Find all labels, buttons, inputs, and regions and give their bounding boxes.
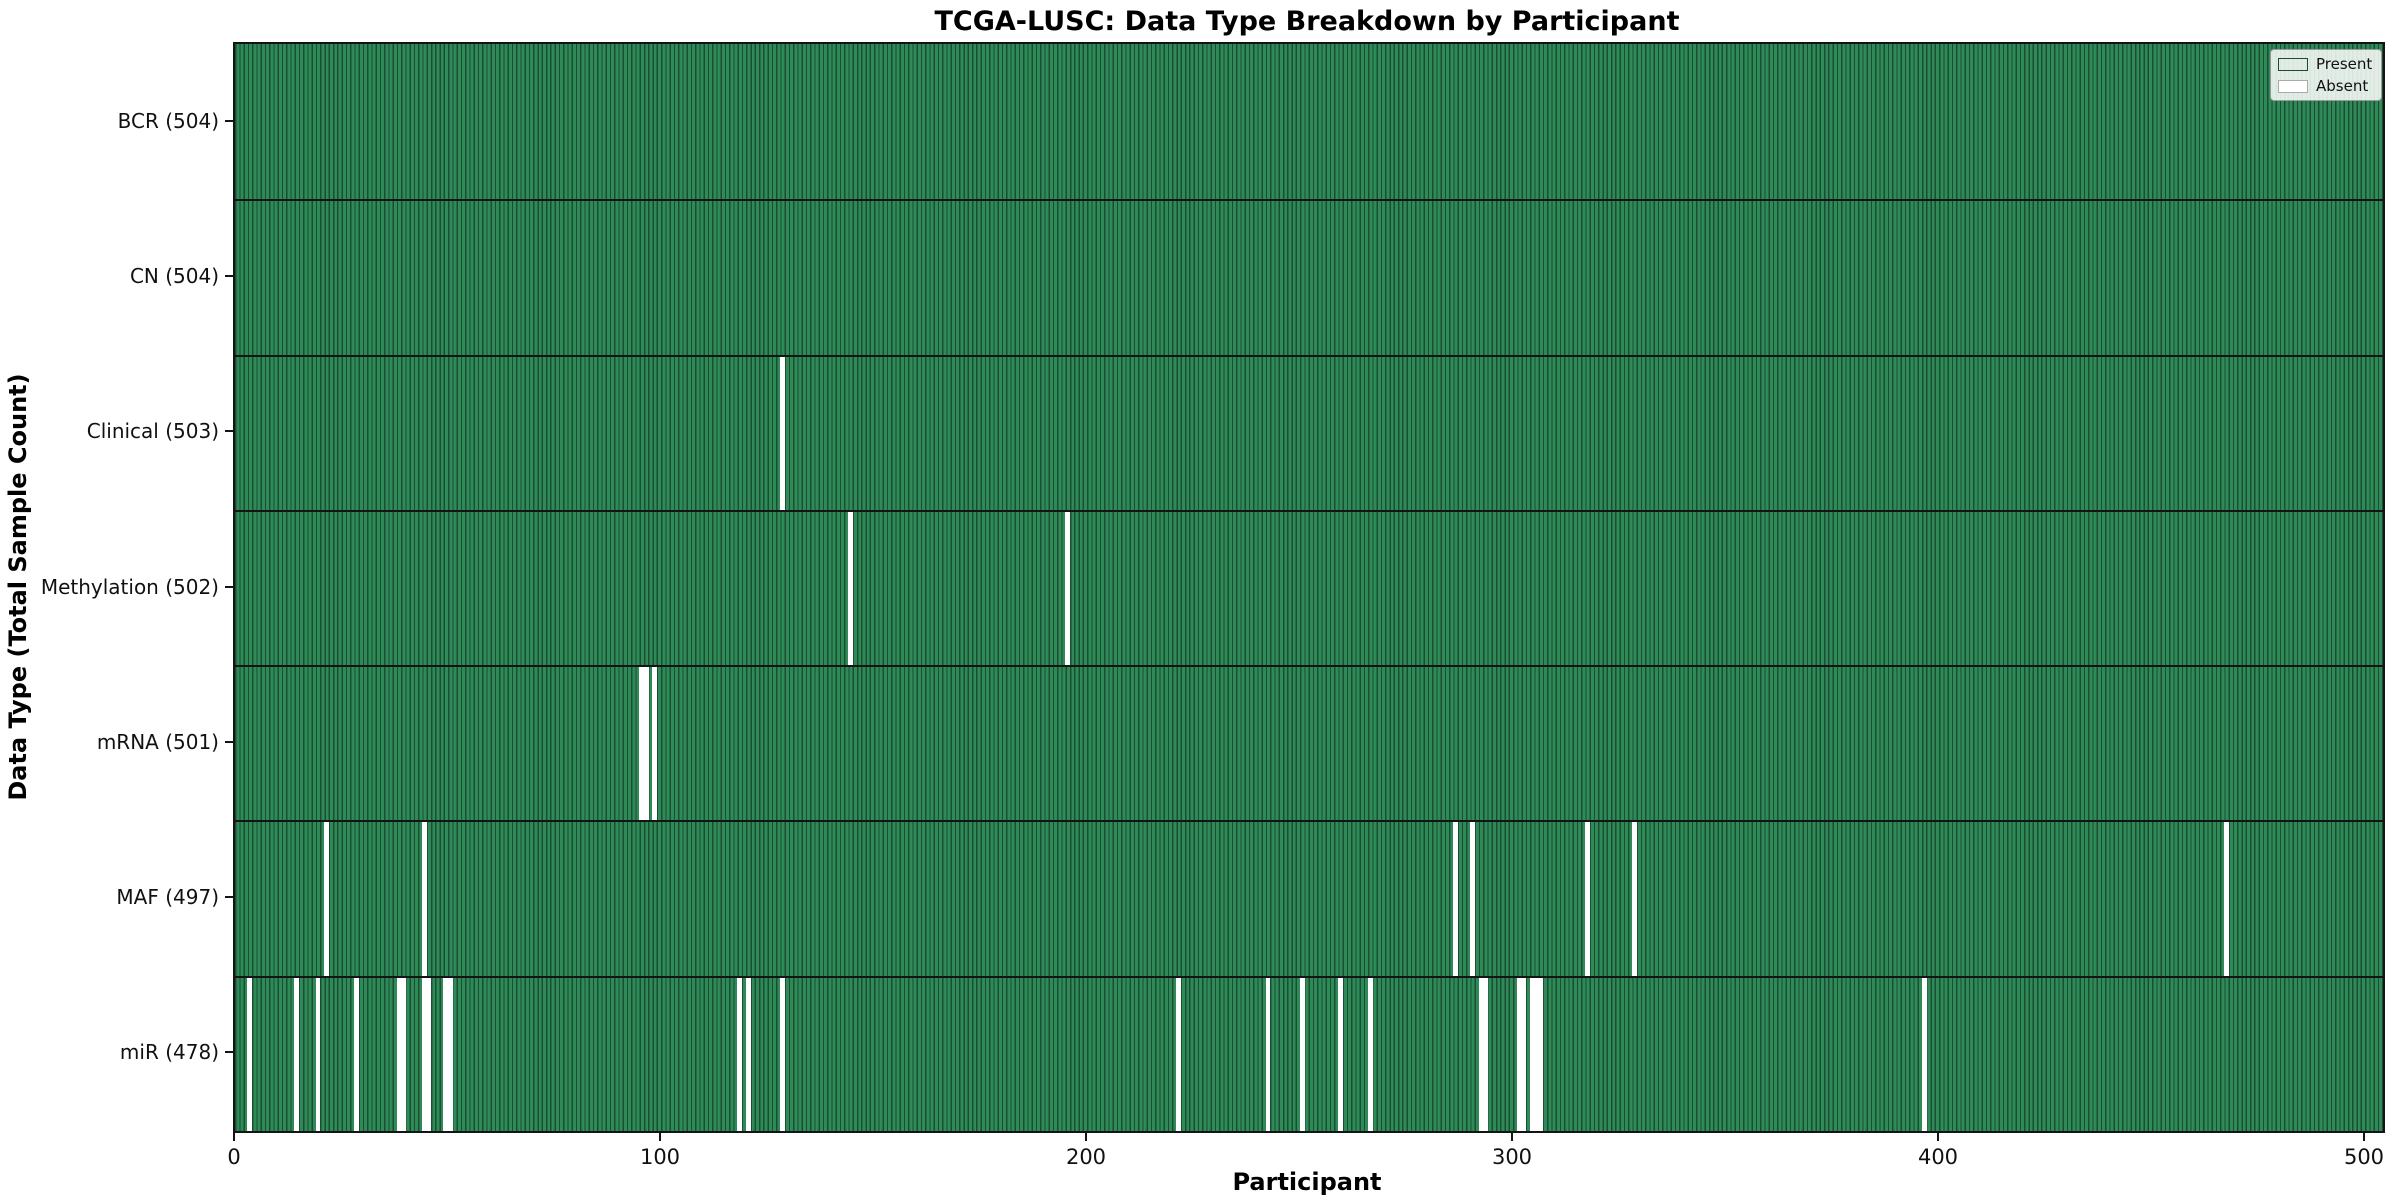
- x-tick-mark: [1937, 1133, 1939, 1141]
- absent-gap: [1065, 511, 1071, 666]
- x-tick-label: 200: [1065, 1145, 1107, 1169]
- presence-band-Clinical: [235, 354, 2383, 510]
- absent-gap: [1299, 977, 1305, 1131]
- absent-gap: [1176, 977, 1182, 1131]
- x-tick-label: 100: [639, 1145, 681, 1169]
- y-tick-mark: [225, 1051, 233, 1054]
- x-tick-label: 500: [2343, 1145, 2385, 1169]
- absent-gap: [1265, 977, 1271, 1131]
- row-label-mRNA: mRNA (501): [96, 729, 219, 754]
- legend-entry-present: Present: [2278, 55, 2372, 73]
- absent-gap: [443, 977, 449, 1131]
- absent-gap: [848, 511, 853, 666]
- absent-gap: [1338, 977, 1343, 1131]
- row-label-Clinical: Clinical (503): [86, 419, 219, 444]
- absent-gap: [1478, 977, 1484, 1131]
- present-swatch-icon: [2278, 57, 2308, 71]
- absent-gap: [1534, 977, 1539, 1131]
- absent-gap: [426, 977, 432, 1131]
- row-label-CN: CN (504): [129, 263, 219, 288]
- row-label-miR: miR (478): [119, 1040, 219, 1065]
- absent-gap: [353, 977, 359, 1131]
- presence-band-miR: [235, 975, 2383, 1131]
- absent-gap: [422, 977, 427, 1131]
- absent-gap: [745, 977, 751, 1131]
- absent-gap: [1482, 977, 1488, 1131]
- legend-absent-label: Absent: [2316, 77, 2369, 95]
- absent-gap: [247, 977, 253, 1131]
- y-tick-mark: [225, 430, 233, 433]
- row-label-Methylation: Methylation (502): [40, 574, 219, 599]
- y-tick-mark: [225, 274, 233, 277]
- absent-gap: [1631, 822, 1637, 976]
- absent-swatch-icon: [2278, 79, 2308, 93]
- absent-gap: [652, 667, 658, 821]
- absent-gap: [1521, 977, 1527, 1131]
- presence-band-BCR: [235, 44, 2383, 200]
- plot-area: [233, 42, 2385, 1133]
- presence-band-MAF: [235, 820, 2383, 976]
- x-tick-mark: [1511, 1133, 1513, 1141]
- y-tick-mark: [225, 585, 233, 588]
- absent-gap: [2224, 822, 2229, 976]
- row-label-MAF: MAF (497): [116, 885, 219, 910]
- absent-gap: [1921, 977, 1927, 1131]
- absent-gap: [779, 977, 785, 1131]
- y-tick-mark: [225, 119, 233, 122]
- legend-present-label: Present: [2316, 55, 2373, 73]
- x-tick-mark: [659, 1133, 661, 1141]
- x-tick-mark: [1085, 1133, 1087, 1141]
- x-tick-label: 300: [1491, 1145, 1533, 1169]
- absent-gap: [324, 822, 330, 976]
- x-tick-mark: [233, 1133, 235, 1141]
- absent-gap: [396, 977, 402, 1131]
- absent-gap: [1538, 977, 1544, 1131]
- x-tick-label: 0: [227, 1145, 241, 1169]
- y-tick-mark: [225, 896, 233, 899]
- x-axis-label: Participant: [1232, 1168, 1382, 1196]
- absent-gap: [1453, 822, 1458, 976]
- legend-entry-absent: Absent: [2278, 77, 2372, 95]
- absent-gap: [1585, 822, 1590, 976]
- row-label-BCR: BCR (504): [117, 108, 219, 133]
- absent-gap: [447, 977, 453, 1131]
- presence-band-CN: [235, 199, 2383, 355]
- absent-gap: [422, 822, 427, 976]
- y-axis-label: Data Type (Total Sample Count): [4, 373, 32, 801]
- absent-gap: [737, 977, 743, 1131]
- y-tick-mark: [225, 740, 233, 743]
- absent-gap: [400, 977, 406, 1131]
- absent-gap: [779, 356, 785, 510]
- x-tick-mark: [2363, 1133, 2365, 1141]
- absent-gap: [1470, 822, 1475, 976]
- absent-gap: [1529, 977, 1535, 1131]
- absent-gap: [639, 667, 645, 821]
- chart-title: TCGA-LUSC: Data Type Breakdown by Partic…: [934, 6, 1680, 37]
- absent-gap: [294, 977, 300, 1131]
- presence-band-mRNA: [235, 665, 2383, 821]
- legend: Present Absent: [2270, 49, 2383, 101]
- x-tick-label: 400: [1917, 1145, 1959, 1169]
- absent-gap: [315, 977, 321, 1131]
- absent-gap: [643, 667, 649, 821]
- absent-gap: [1367, 977, 1373, 1131]
- presence-band-Methylation: [235, 509, 2383, 666]
- absent-gap: [1516, 977, 1522, 1131]
